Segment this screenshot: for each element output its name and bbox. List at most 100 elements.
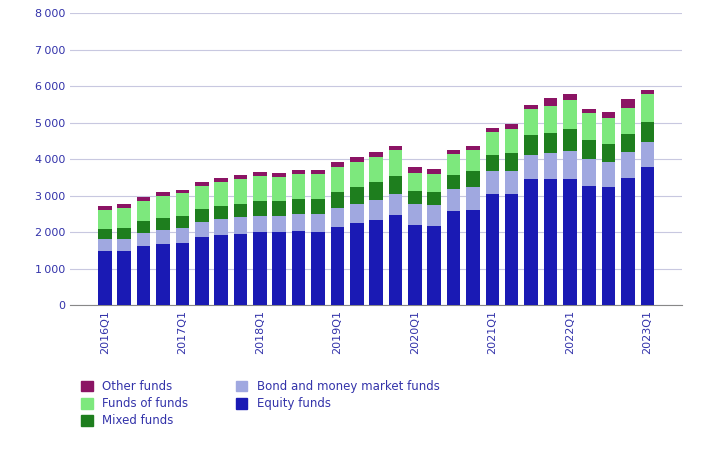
Bar <box>563 100 576 129</box>
Bar <box>137 246 150 305</box>
Bar <box>466 146 479 150</box>
Bar <box>292 170 305 174</box>
Bar <box>582 140 596 159</box>
Bar <box>137 233 150 246</box>
Bar <box>176 242 189 305</box>
Bar <box>253 201 266 216</box>
Bar <box>582 159 596 186</box>
Bar <box>466 210 479 305</box>
Bar <box>195 237 209 305</box>
Bar <box>466 188 479 210</box>
Bar <box>117 251 131 305</box>
Bar <box>214 178 228 182</box>
Bar <box>389 176 402 194</box>
Bar <box>137 197 150 201</box>
Bar <box>176 228 189 242</box>
Bar <box>311 174 325 199</box>
Bar <box>427 226 441 305</box>
Bar <box>350 187 363 204</box>
Bar <box>408 225 422 305</box>
Bar <box>98 251 112 305</box>
Bar <box>602 187 615 305</box>
Bar <box>369 157 383 182</box>
Bar <box>311 232 325 305</box>
Bar <box>389 150 402 176</box>
Bar <box>640 167 654 305</box>
Bar <box>486 154 499 171</box>
Bar <box>330 192 344 208</box>
Bar <box>369 182 383 199</box>
Bar <box>621 153 635 178</box>
Bar <box>602 112 615 118</box>
Bar <box>640 142 654 167</box>
Bar <box>253 172 266 176</box>
Bar <box>543 133 557 153</box>
Bar <box>273 201 286 216</box>
Bar <box>292 231 305 305</box>
Bar <box>233 217 247 234</box>
Bar <box>214 235 228 305</box>
Bar <box>563 94 576 100</box>
Bar <box>98 210 112 229</box>
Bar <box>273 173 286 176</box>
Bar <box>602 144 615 162</box>
Bar <box>350 204 363 223</box>
Bar <box>195 209 209 222</box>
Bar <box>98 239 112 251</box>
Bar <box>447 150 460 154</box>
Bar <box>350 223 363 305</box>
Bar <box>311 199 325 214</box>
Bar <box>582 186 596 305</box>
Bar <box>563 129 576 151</box>
Bar <box>233 179 247 203</box>
Bar <box>427 169 441 174</box>
Bar <box>621 134 635 153</box>
Bar <box>253 176 266 201</box>
Bar <box>176 194 189 216</box>
Bar <box>389 146 402 150</box>
Bar <box>447 189 460 211</box>
Bar <box>330 227 344 305</box>
Bar <box>195 222 209 237</box>
Bar <box>330 208 344 227</box>
Bar <box>311 214 325 232</box>
Bar <box>563 179 576 305</box>
Bar <box>389 215 402 305</box>
Bar <box>524 110 538 135</box>
Bar <box>311 170 325 174</box>
Bar <box>486 128 499 132</box>
Bar <box>602 118 615 144</box>
Bar <box>466 172 479 188</box>
Bar <box>253 216 266 232</box>
Bar <box>505 194 519 305</box>
Bar <box>214 182 228 206</box>
Bar <box>524 135 538 154</box>
Bar <box>505 153 519 171</box>
Bar <box>292 174 305 199</box>
Bar <box>273 176 286 201</box>
Bar <box>543 179 557 305</box>
Bar <box>524 105 538 110</box>
Bar <box>640 94 654 122</box>
Bar <box>233 203 247 217</box>
Bar <box>408 203 422 225</box>
Bar <box>292 199 305 214</box>
Bar <box>582 114 596 140</box>
Bar <box>427 174 441 192</box>
Bar <box>98 207 112 210</box>
Bar <box>408 167 422 172</box>
Bar <box>137 221 150 233</box>
Bar <box>389 194 402 215</box>
Bar <box>137 201 150 221</box>
Bar <box>273 232 286 305</box>
Bar <box>505 171 519 194</box>
Bar <box>447 154 460 175</box>
Bar <box>447 175 460 189</box>
Bar <box>156 218 170 230</box>
Bar <box>582 110 596 114</box>
Bar <box>330 167 344 192</box>
Bar <box>563 151 576 179</box>
Bar <box>408 172 422 191</box>
Bar <box>156 244 170 305</box>
Bar <box>427 205 441 226</box>
